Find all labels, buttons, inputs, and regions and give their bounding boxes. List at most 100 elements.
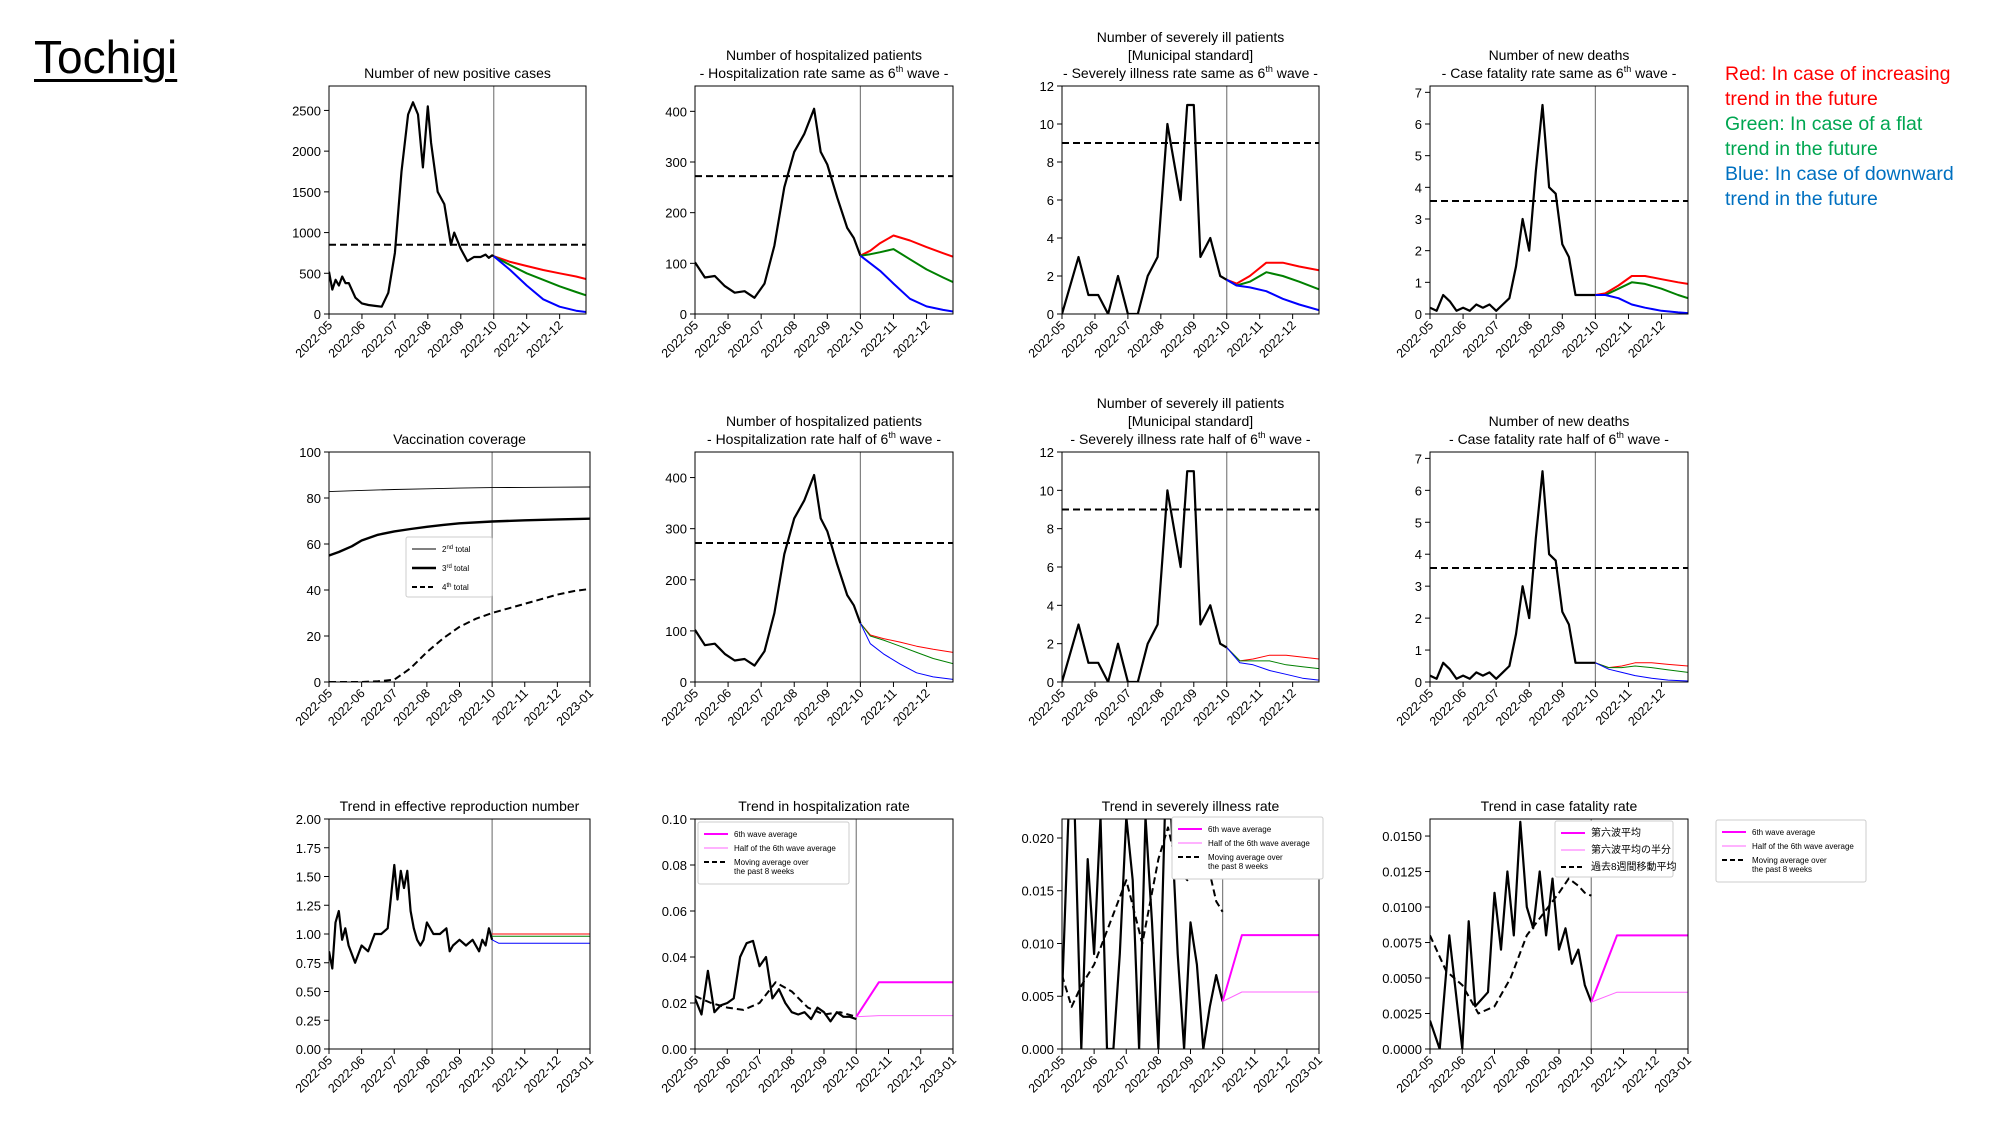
y-tick-label: 80 [307,491,321,506]
legend-label: Moving average over [1752,856,1827,865]
y-tick-label: 1.50 [296,870,321,885]
y-tick-label: 0.015 [1021,884,1054,899]
series-decrease [1226,278,1319,312]
series-decrease [493,255,586,313]
series-observed [695,939,857,1023]
series-mavg [695,981,857,1018]
y-tick-label: 200 [665,573,687,588]
chart-title: Number of new positive cases [364,65,551,81]
x-tick-label: 2022-10 [456,686,498,728]
note-line-red-1: Red: In case of increasing [1725,63,1951,85]
series-decrease [1595,662,1688,682]
y-tick-label: 100 [665,256,687,271]
chart-title: Number of new deaths [1489,47,1630,63]
y-tick-label: 0.0125 [1382,865,1422,880]
series-increase [859,234,953,258]
chart-title: Trend in hospitalization rate [738,798,910,814]
y-tick-label: 400 [665,104,687,119]
y-tick-label: 0.00 [662,1042,687,1057]
x-tick-label: 2022-12 [890,686,932,728]
y-tick-label: 0.0050 [1382,971,1422,986]
note-line-red-2: trend in the future [1725,88,1878,110]
legend-box [405,536,493,598]
series-flat [1595,281,1688,300]
legend: 2nd total 3rd total 4th total [405,536,493,598]
y-tick-label: 0 [1047,675,1054,690]
x-tick-label: 2022-10 [1559,318,1601,360]
series-increase [1595,275,1688,296]
note-line-blue-2: trend in the future [1725,188,1878,210]
y-tick-label: 1.25 [296,898,321,913]
chart-title: Trend in case fatality rate [1481,798,1638,814]
legend-box [1715,819,1867,883]
y-tick-label: 200 [665,206,687,221]
y-tick-label: 0.02 [662,996,687,1011]
y-tick-label: 2000 [292,144,321,159]
y-tick-label: 0.04 [662,950,687,965]
y-tick-label: 12 [1040,79,1054,94]
legend-label: Half of the 6th wave average [734,844,836,853]
series-increase [493,255,586,280]
series-observed [695,473,862,667]
legend-label: 6th wave average [734,830,798,839]
series-decrease [859,622,953,680]
series-sixth [1221,934,1319,1002]
y-tick-label: 1 [1415,275,1422,290]
x-tick-label: 2022-10 [824,686,866,728]
y-tick-label: 20 [307,629,321,644]
chart-title: Number of new deaths [1489,413,1630,429]
y-tick-label: 1000 [292,226,321,241]
y-tick-label: 60 [307,537,321,552]
legend-box [697,821,850,885]
y-tick-label: 0.010 [1021,936,1054,951]
y-tick-label: 100 [299,445,321,460]
y-tick-label: 2500 [292,103,321,118]
legend-box [1171,816,1324,880]
y-tick-label: 0.00 [296,1042,321,1057]
y-tick-label: 300 [665,155,687,170]
y-tick-label: 0.0150 [1382,829,1422,844]
series-increase [860,622,953,653]
x-tick-label: 2023-01 [554,1053,596,1095]
chart-8: 012345672022-052022-062022-072022-082022… [1394,413,1689,729]
y-tick-label: 0.005 [1021,989,1054,1004]
axes-frame [694,451,954,683]
x-tick-label: 2022-10 [458,318,500,360]
y-tick-label: 0 [680,307,687,322]
y-tick-label: 0 [1415,675,1422,690]
chart-title: Vaccination coverage [393,431,526,447]
plot-area [1062,452,1319,682]
x-tick-label: 2023-01 [554,686,596,728]
x-tick-label: 2022-10 [456,1053,498,1095]
y-tick-label: 1.00 [296,927,321,942]
chart-title: - Severely illness rate same as 6th wave… [1063,64,1318,81]
chart-5: 0204060801002022-052022-062022-072022-08… [293,431,596,729]
note-line-green-1: Green: In case of a flat [1725,113,1923,135]
legend: 6th wave average Half of the 6th wave ave… [1171,816,1324,880]
legend-label: Half of the 6th wave average [1752,842,1854,851]
series-flat [860,622,953,665]
y-tick-label: 2 [1415,244,1422,259]
chart-10: 0.000.020.040.060.080.102022-052022-0620… [659,798,959,1096]
plot-area [1062,86,1319,314]
y-tick-label: 0.0075 [1382,936,1422,951]
legend-label: 3rd total [442,564,469,573]
scenario-color-note: Red: In case of increasing trend in the … [1725,62,1954,212]
legend-label: 第六波平均 [1591,826,1641,839]
legend-label: Half of the 6th wave average [1208,839,1310,848]
y-tick-label: 0 [680,675,687,690]
series-mavg [1430,877,1592,1015]
y-tick-label: 0.0100 [1382,900,1422,915]
y-tick-label: 8 [1047,522,1054,537]
y-tick-label: 12 [1040,445,1054,460]
legend-label: Moving average over [734,858,809,867]
plot-area [329,86,586,314]
axes-frame [328,85,587,315]
page-title: Tochigi [34,31,178,83]
y-tick-label: 10 [1040,483,1054,498]
y-tick-label: 8 [1047,155,1054,170]
legend-label: 過去8週間移動平均 [1591,860,1677,873]
y-tick-label: 0.08 [662,858,687,873]
chart-title: [Municipal standard] [1128,47,1253,63]
